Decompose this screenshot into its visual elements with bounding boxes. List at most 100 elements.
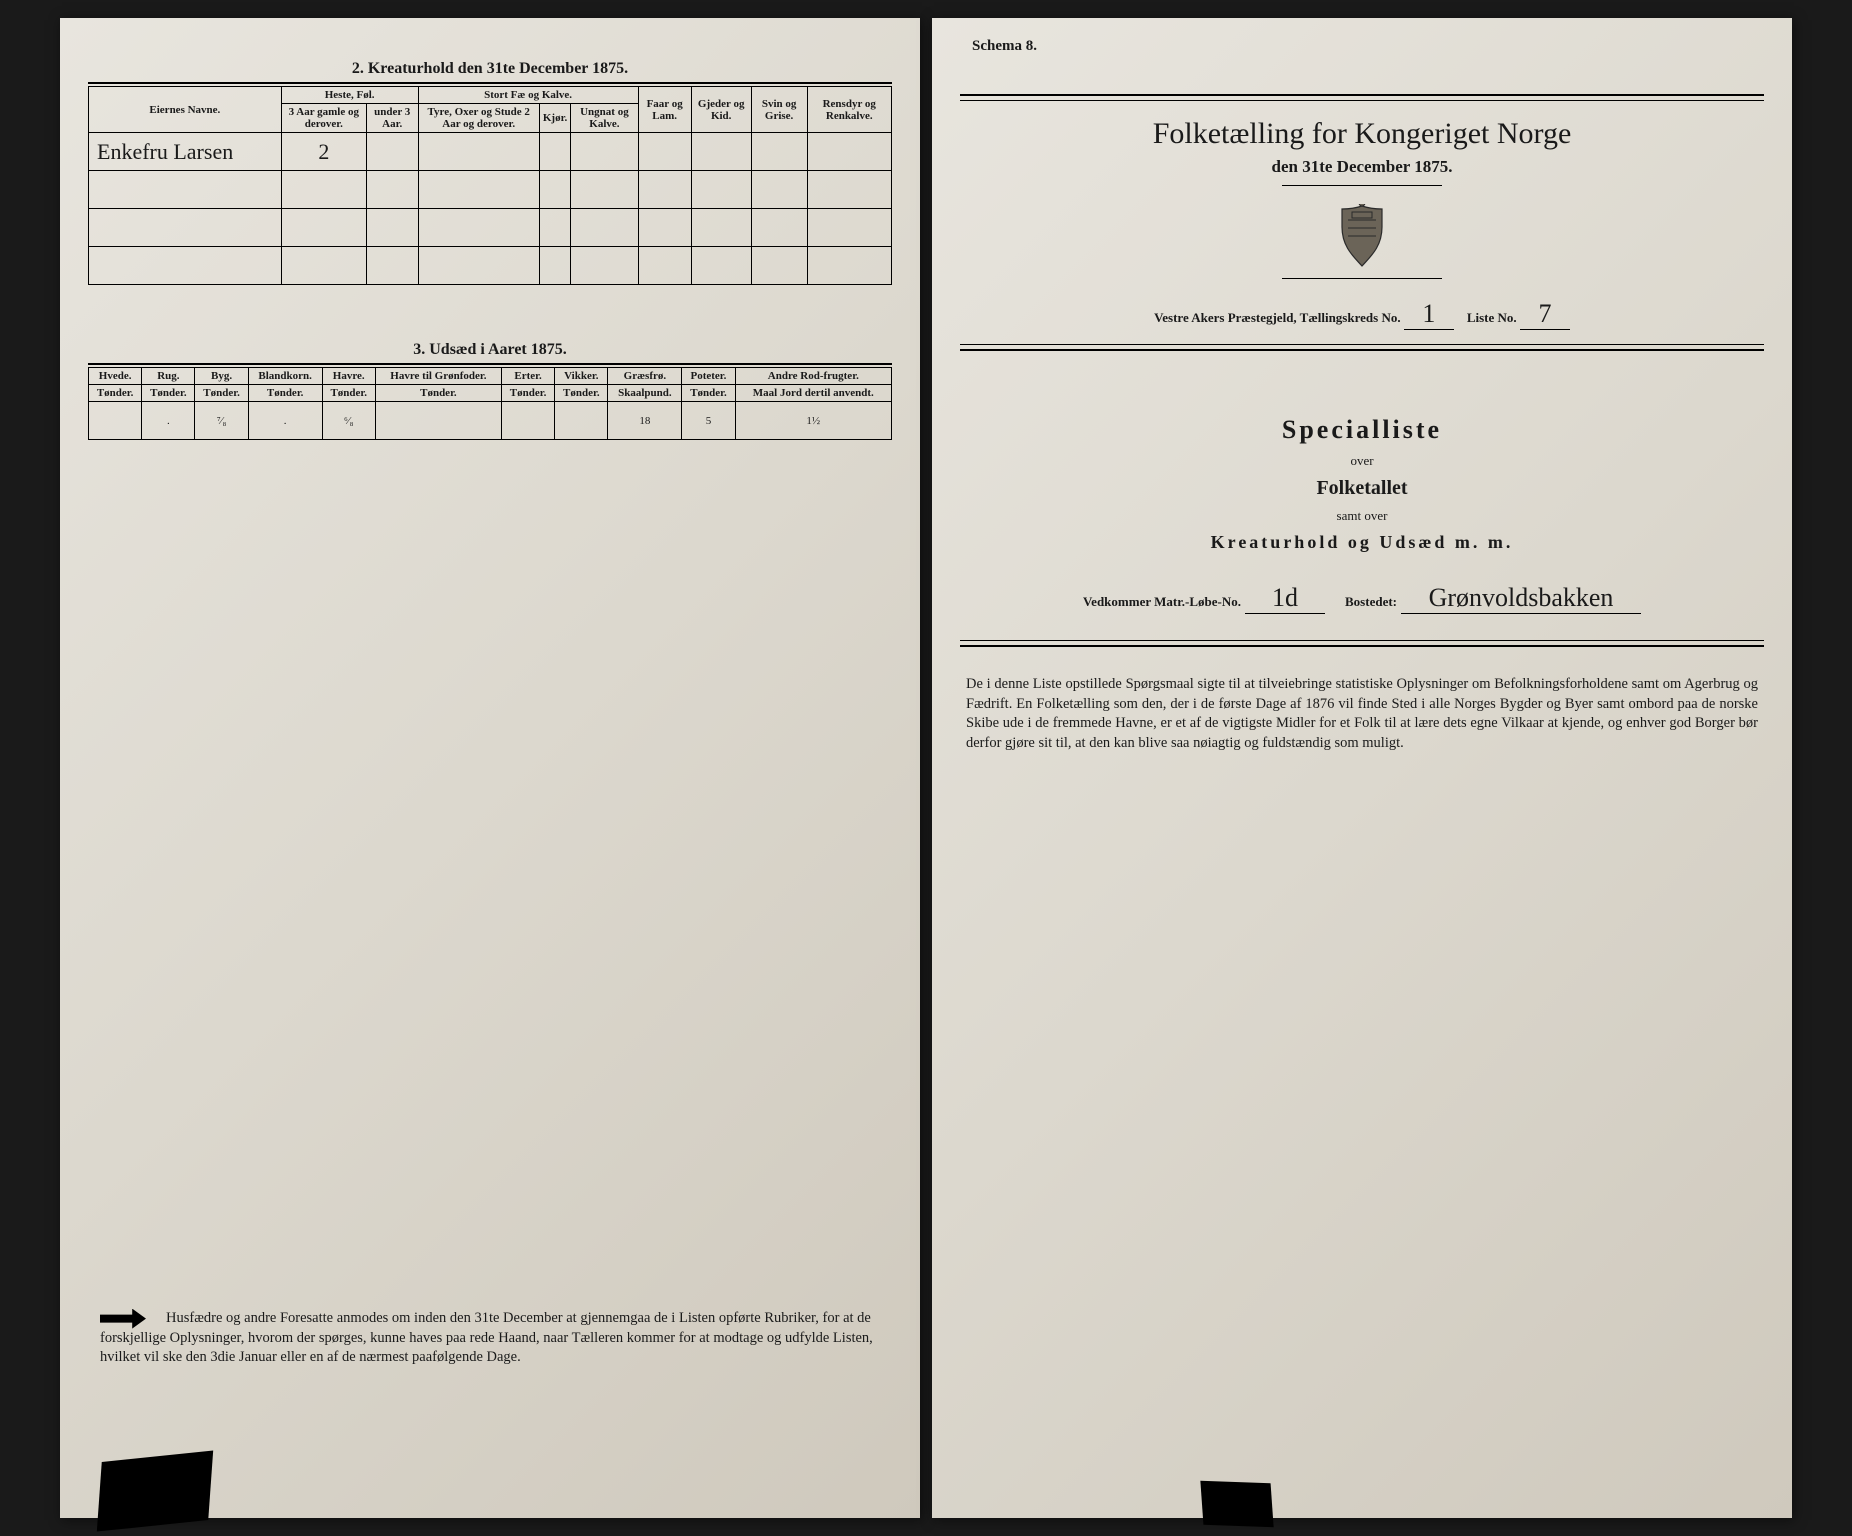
th-heste: Heste, Føl.: [281, 87, 418, 104]
th-unit: Tønder.: [248, 385, 322, 402]
cell: 5: [682, 402, 735, 440]
cell: [89, 402, 142, 440]
th-unit: Tønder.: [322, 385, 375, 402]
table-kreaturhold: Eiernes Navne. Heste, Føl. Stort Fæ og K…: [88, 86, 892, 285]
binder-clip-icon: [1200, 1481, 1273, 1527]
cell: 1½: [735, 402, 891, 440]
th-unit: Tønder.: [555, 385, 608, 402]
th-unit: Tønder.: [89, 385, 142, 402]
th-unit: Tønder.: [142, 385, 195, 402]
cell: [375, 402, 501, 440]
th-gjeder: Gjeder og Kid.: [691, 87, 751, 133]
cell: ⁶⁄₈: [322, 402, 375, 440]
th: Poteter.: [682, 368, 735, 385]
sec2-title: 2. Kreaturhold den 31te December 1875.: [88, 60, 892, 78]
matr-label: Vedkommer Matr.-Løbe-No.: [1083, 594, 1241, 609]
rule: [1282, 185, 1442, 186]
th: Havre.: [322, 368, 375, 385]
cell: .: [142, 402, 195, 440]
cell: [366, 133, 418, 171]
th-faar: Faar og Lam.: [638, 87, 691, 133]
table-udsaed: Hvede.Rug.Byg.Blandkorn.Havre.Havre til …: [88, 367, 892, 440]
th: Vikker.: [555, 368, 608, 385]
cell: [418, 133, 539, 171]
footnote-text: Husfædre og andre Foresatte anmodes om i…: [100, 1310, 873, 1365]
rule: [960, 94, 1764, 96]
bottom-paragraph: De i denne Liste opstillede Spørgsmaal s…: [966, 675, 1758, 753]
parish-line: Vestre Akers Præstegjeld, Tællingskreds …: [960, 299, 1764, 330]
rule: [960, 100, 1764, 101]
th: Rug.: [142, 368, 195, 385]
th: Hvede.: [89, 368, 142, 385]
th-s3: Ungnat og Kalve.: [571, 104, 638, 133]
cell: [807, 133, 891, 171]
cell: [751, 133, 807, 171]
table-row: Enkefru Larsen 2: [89, 133, 892, 171]
th: Blandkorn.: [248, 368, 322, 385]
rule: [960, 645, 1764, 647]
rule: [960, 344, 1764, 345]
cell: 2: [281, 133, 366, 171]
cell: [555, 402, 608, 440]
th-h1: 3 Aar gamle og derover.: [281, 104, 366, 133]
th-unit: Maal Jord dertil anvendt.: [735, 385, 891, 402]
th: Erter.: [501, 368, 554, 385]
th-h2: under 3 Aar.: [366, 104, 418, 133]
cell: [539, 133, 570, 171]
table-row: [89, 171, 892, 209]
cell: ⁷⁄₈: [195, 402, 248, 440]
th-storfe: Stort Fæ og Kalve.: [418, 87, 638, 104]
th-unit: Tønder.: [501, 385, 554, 402]
th-s1: Tyre, Oxer og Stude 2 Aar og derover.: [418, 104, 539, 133]
table-row: [89, 209, 892, 247]
matr-line: Vedkommer Matr.-Løbe-No. 1d Bostedet: Gr…: [960, 583, 1764, 614]
sec3-title: 3. Udsæd i Aaret 1875.: [88, 341, 892, 359]
rule: [88, 82, 892, 84]
pointer-icon: [100, 1309, 146, 1329]
spacer: [88, 285, 892, 335]
th-ren: Rensdyr og Renkalve.: [807, 87, 891, 133]
bosted-label: Bostedet:: [1345, 594, 1397, 609]
folketallet: Folketallet: [960, 477, 1764, 500]
kreds-no: 1: [1404, 299, 1454, 330]
th: Andre Rod-frugter.: [735, 368, 891, 385]
schema-label: Schema 8.: [972, 38, 1037, 55]
cell: [638, 133, 691, 171]
sub-title: den 31te December 1875.: [960, 157, 1764, 177]
liste-no: 7: [1520, 299, 1570, 330]
page-left: 2. Kreaturhold den 31te December 1875. E…: [60, 18, 920, 1518]
cell: 18: [608, 402, 682, 440]
cell-owner: Enkefru Larsen: [89, 133, 282, 171]
th-svin: Svin og Grise.: [751, 87, 807, 133]
footnote-block: Husfædre og andre Foresatte anmodes om i…: [100, 1309, 880, 1368]
rule: [960, 349, 1764, 351]
matr-no: 1d: [1245, 583, 1325, 614]
liste-label: Liste No.: [1467, 310, 1517, 325]
rule: [960, 640, 1764, 641]
bosted: Grønvoldsbakken: [1401, 583, 1641, 614]
cell: [571, 133, 638, 171]
th: Græsfrø.: [608, 368, 682, 385]
th-unit: Tønder.: [682, 385, 735, 402]
table-row: [89, 247, 892, 285]
cell: .: [248, 402, 322, 440]
rule: [1282, 278, 1442, 279]
th-unit: Tønder.: [195, 385, 248, 402]
th: Byg.: [195, 368, 248, 385]
scan-viewer: 2. Kreaturhold den 31te December 1875. E…: [0, 0, 1852, 1536]
cell: [691, 133, 751, 171]
rule: [88, 363, 892, 365]
samt-over: samt over: [960, 508, 1764, 524]
cell: [501, 402, 554, 440]
coat-of-arms-icon: [1334, 204, 1390, 268]
th-unit: Skaalpund.: [608, 385, 682, 402]
over: over: [960, 453, 1764, 469]
parish-pre: Vestre Akers Præstegjeld, Tællingskreds …: [1154, 310, 1401, 325]
specialliste: Specialliste: [960, 415, 1764, 445]
th-owner: Eiernes Navne.: [89, 87, 282, 133]
kreaturhold: Kreaturhold og Udsæd m. m.: [960, 532, 1764, 553]
th-unit: Tønder.: [375, 385, 501, 402]
th: Havre til Grønfoder.: [375, 368, 501, 385]
page-right: Schema 8. Folketælling for Kongeriget No…: [932, 18, 1792, 1518]
binder-clip-icon: [97, 1450, 213, 1531]
